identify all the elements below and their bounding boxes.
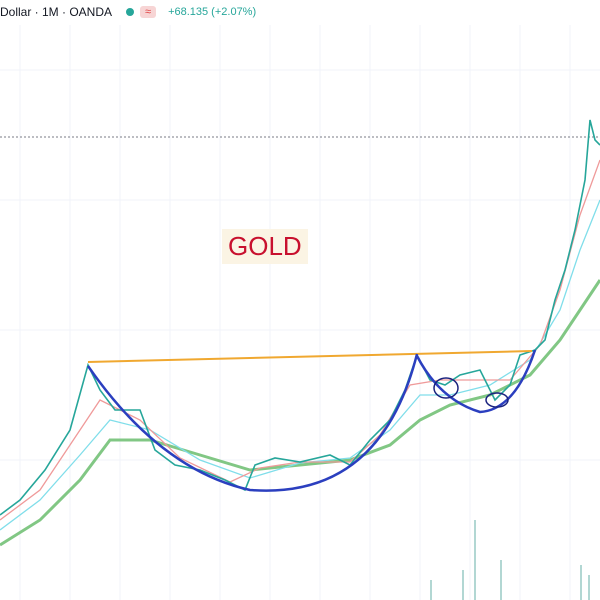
neckline xyxy=(87,350,533,363)
symbol[interactable]: Dollar · 1M · OANDA xyxy=(0,5,113,19)
header: Dollar · 1M · OANDA ≈ +68.135 (+2.07%) xyxy=(0,3,256,21)
volume xyxy=(430,520,590,600)
badge[interactable]: ≈ xyxy=(140,6,157,18)
marker-ellipse xyxy=(485,392,509,408)
marker-ellipse xyxy=(433,377,459,399)
handle-curve xyxy=(415,349,537,414)
annotation: GOLD xyxy=(222,229,308,264)
cup-curve xyxy=(86,353,419,492)
grid xyxy=(0,25,600,600)
price-change: +68.135 (+2.07%) xyxy=(168,6,257,18)
price-candles xyxy=(0,119,600,516)
ma-slow xyxy=(0,279,600,547)
status-dot xyxy=(126,8,135,16)
